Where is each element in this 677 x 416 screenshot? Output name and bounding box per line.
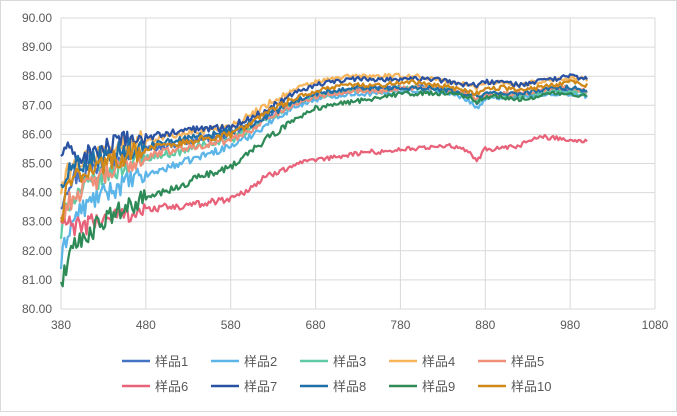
legend-label: 样品3 (333, 354, 366, 369)
y-tick-label: 86.00 (22, 127, 52, 141)
legend-label: 样品5 (511, 354, 544, 369)
series-line-10 (59, 78, 589, 223)
y-tick-label: 88.00 (22, 69, 52, 83)
legend-label: 样品6 (155, 379, 188, 394)
legend: 样品1 样品2 样品3 样品4 样品5 样品6 样品7 样品8 样品9 样品10 (122, 354, 551, 394)
x-tick-label: 1080 (642, 318, 669, 332)
legend-label: 样品10 (511, 379, 551, 394)
legend-label: 样品1 (155, 354, 188, 369)
y-tick-label: 85.00 (22, 157, 52, 171)
legend-label: 样品8 (333, 379, 366, 394)
x-tick-label: 580 (221, 318, 241, 332)
y-tick-label: 80.00 (22, 302, 52, 316)
x-tick-label: 980 (560, 318, 580, 332)
y-tick-label: 81.00 (22, 273, 52, 287)
series-line-2 (59, 87, 589, 269)
legend-label: 样品4 (422, 354, 455, 369)
series-line-6 (60, 133, 588, 237)
y-tick-label: 87.00 (22, 98, 52, 112)
y-tick-label: 82.00 (22, 244, 52, 258)
legend-label: 样品7 (244, 379, 277, 394)
x-tick-label: 880 (475, 318, 495, 332)
y-tick-label: 89.00 (22, 40, 52, 54)
y-tick-label: 84.00 (22, 186, 52, 200)
series-lines (59, 72, 589, 288)
legend-label: 样品2 (244, 354, 277, 369)
x-tick-label: 480 (136, 318, 156, 332)
y-tick-label: 90.00 (22, 11, 52, 25)
y-tick-label: 83.00 (22, 215, 52, 229)
x-tick-label: 680 (306, 318, 326, 332)
series-line-9 (59, 90, 588, 288)
legend-label: 样品9 (422, 379, 455, 394)
x-tick-label: 780 (390, 318, 410, 332)
x-axis-labels: 380 480 580 680 780 880 980 1080 (51, 318, 669, 332)
gridlines (60, 17, 656, 310)
series-line-7 (60, 73, 589, 165)
y-axis-labels: 80.00 81.00 82.00 83.00 84.00 85.00 86.00 87.00… (22, 11, 52, 316)
x-tick-label: 380 (51, 318, 71, 332)
